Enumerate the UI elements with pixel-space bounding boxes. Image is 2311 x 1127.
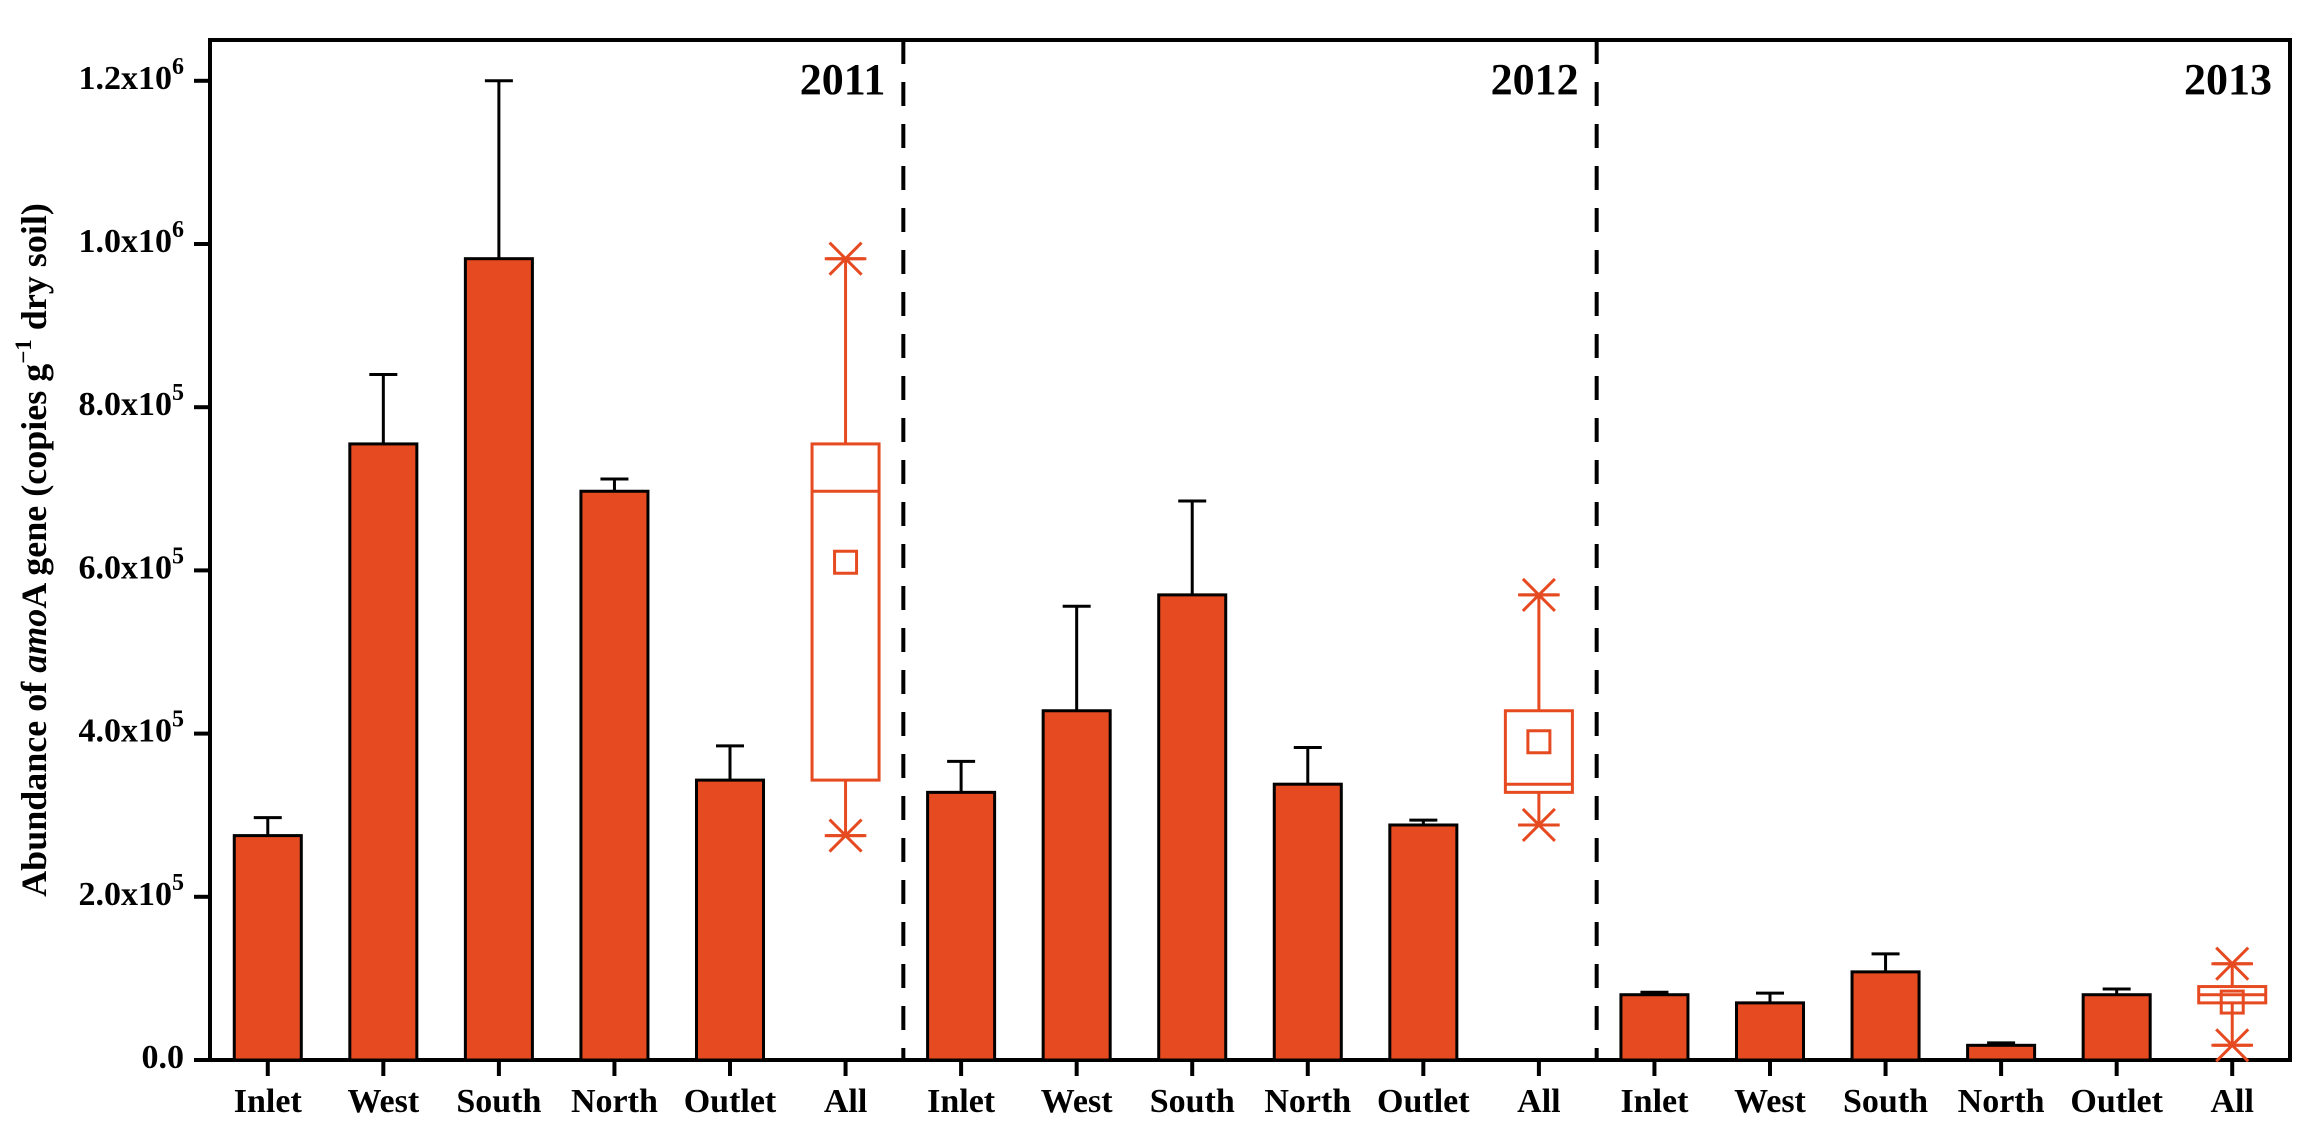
y-tick-label: 2.0x105 [79,869,185,912]
x-tick-label: All [2210,1083,2253,1120]
x-tick-label: South [456,1083,541,1120]
bar [465,259,532,1060]
bar [1043,711,1110,1060]
bar [1390,825,1457,1060]
x-tick-label: Inlet [1620,1083,1689,1120]
x-tick-label: West [1041,1083,1113,1120]
x-tick-label: Outlet [684,1083,777,1120]
x-tick-label: North [1264,1083,1351,1120]
bar [581,491,648,1060]
y-tick-label: 4.0x105 [79,706,185,749]
bar [928,792,995,1060]
x-tick-label: Outlet [1377,1083,1470,1120]
x-tick-label: All [824,1083,867,1120]
x-tick-label: All [1517,1083,1560,1120]
x-tick-label: Inlet [927,1083,996,1120]
x-tick-label: West [347,1083,419,1120]
bar [2083,995,2150,1060]
panel-year-label: 2012 [1491,55,1579,104]
bar [350,444,417,1060]
panel-year-label: 2013 [2184,55,2272,104]
y-tick-label: 1.0x106 [79,217,185,260]
chart-svg: 0.0 2.0x105 4.0x105 6.0x105 8.0x105 1.0x106 1.… [0,0,2311,1127]
y-tick-label: 8.0x105 [79,380,185,423]
x-tick-label: South [1150,1083,1235,1120]
x-tick-label: Outlet [2070,1083,2163,1120]
bar [696,780,763,1060]
bar [1736,1003,1803,1060]
x-tick-label: Inlet [234,1083,303,1120]
bar [1274,784,1341,1060]
bar [1621,995,1688,1060]
bar [1159,595,1226,1060]
x-tick-label: North [1958,1083,2045,1120]
chart-background [0,0,2311,1127]
y-tick-label: 1.2x106 [79,53,185,96]
chart-container: 0.0 2.0x105 4.0x105 6.0x105 8.0x105 1.0x106 1.… [0,0,2311,1127]
bar [234,836,301,1060]
x-tick-label: North [571,1083,658,1120]
x-tick-label: West [1734,1083,1806,1120]
y-tick-label: 0.0 [142,1039,185,1076]
x-tick-label: South [1843,1083,1928,1120]
bar [1852,972,1919,1060]
y-axis-label: Abundance of amoA gene (copies g−1 dry s… [11,203,54,897]
y-tick-label: 6.0x105 [79,543,185,586]
panel-year-label: 2011 [800,55,886,104]
bar [1968,1045,2035,1060]
